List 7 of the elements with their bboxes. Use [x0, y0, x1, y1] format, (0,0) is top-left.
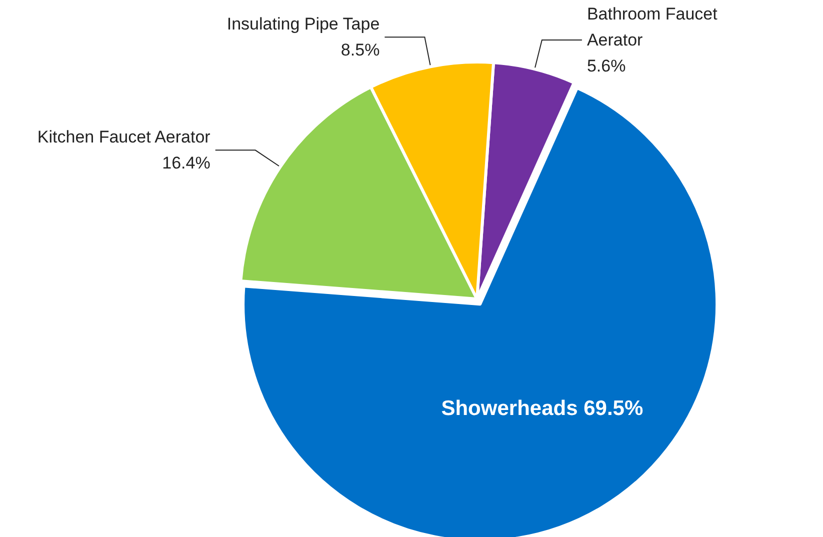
- slice-label: Bathroom Faucet Aerator: [586, 4, 722, 50]
- slice-label: Showerheads 69.5%: [441, 397, 644, 420]
- data-label: 8.5%: [340, 40, 380, 60]
- slice-label: Insulating Pipe Tape: [226, 14, 380, 34]
- slice-label: Kitchen Faucet Aerator: [37, 128, 211, 147]
- data-label: 16.4%: [162, 154, 210, 173]
- data-label: 5.6%: [586, 56, 626, 76]
